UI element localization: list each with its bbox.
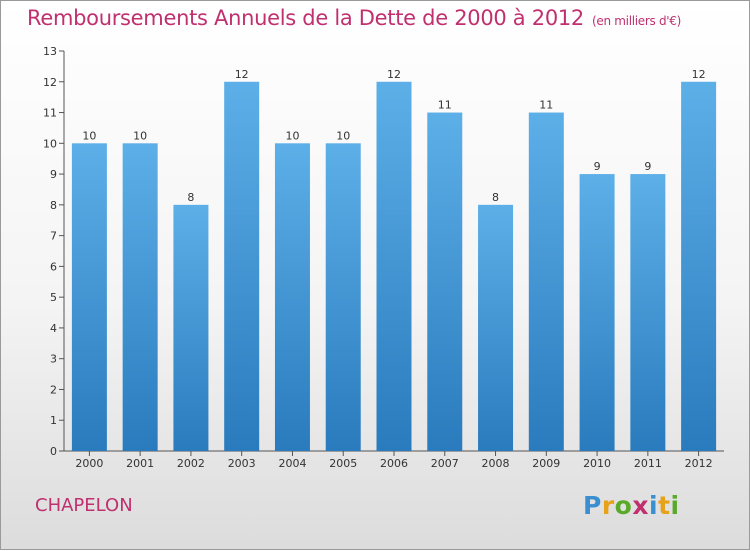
bar-2006 [376, 81, 412, 452]
x-tick-label: 2009 [532, 457, 560, 470]
y-tick-label: 2 [50, 383, 57, 396]
logo-letter: i [649, 491, 659, 520]
bar-2002 [173, 204, 209, 451]
data-label: 12 [387, 68, 401, 81]
chart-title: Remboursements Annuels de la Dette de 20… [27, 6, 681, 30]
x-tick-label: 2001 [126, 457, 154, 470]
y-tick-label: 13 [43, 45, 57, 58]
logo-letter: t [658, 491, 671, 520]
y-tick-label: 11 [43, 107, 57, 120]
y-tick-label: 9 [50, 168, 57, 181]
y-tick-label: 12 [43, 76, 57, 89]
x-tick-label: 2010 [583, 457, 611, 470]
data-label: 12 [692, 68, 706, 81]
bar-2009 [528, 112, 564, 452]
bar-2008 [478, 204, 514, 451]
logo-letter: r [601, 491, 615, 520]
x-tick-label: 2005 [329, 457, 357, 470]
data-label: 10 [336, 129, 350, 142]
x-tick-label: 2006 [380, 457, 408, 470]
data-label: 10 [285, 129, 299, 142]
bar-2007 [427, 112, 463, 452]
data-label: 11 [438, 99, 452, 112]
data-label: 9 [644, 160, 651, 173]
x-tick-label: 2008 [482, 457, 510, 470]
bar-2004 [274, 143, 310, 452]
data-label: 10 [82, 129, 96, 142]
y-tick-label: 0 [50, 445, 57, 458]
data-label: 11 [539, 99, 553, 112]
proxiti-logo: Proxiti [583, 491, 680, 520]
logo-letter: x [632, 491, 649, 520]
x-tick-label: 2012 [685, 457, 713, 470]
data-label: 12 [235, 68, 249, 81]
y-tick-label: 4 [50, 322, 57, 335]
bar-2000 [71, 143, 107, 452]
data-label: 9 [594, 160, 601, 173]
data-label: 10 [133, 129, 147, 142]
y-tick-label: 1 [50, 414, 57, 427]
logo-letter: P [583, 491, 602, 520]
bar-2012 [681, 81, 717, 452]
logo-letter: o [614, 491, 633, 520]
logo-letter: i [670, 491, 680, 520]
commune-name: CHAPELON [35, 495, 133, 516]
chart-title-text: Remboursements Annuels de la Dette de 20… [27, 6, 584, 30]
y-tick-label: 5 [50, 291, 57, 304]
x-tick-label: 2002 [177, 457, 205, 470]
x-tick-label: 2003 [228, 457, 256, 470]
bar-2010 [579, 174, 615, 452]
bar-2011 [630, 174, 666, 452]
x-tick-label: 2011 [634, 457, 662, 470]
y-tick-label: 7 [50, 230, 57, 243]
data-label: 8 [187, 191, 194, 204]
bar-2003 [224, 81, 260, 452]
x-tick-label: 2004 [278, 457, 306, 470]
chart-unit: (en milliers d'€) [592, 14, 682, 28]
y-tick-label: 10 [43, 137, 57, 150]
data-label: 8 [492, 191, 499, 204]
y-tick-label: 3 [50, 353, 57, 366]
x-tick-label: 2000 [75, 457, 103, 470]
x-tick-label: 2007 [431, 457, 459, 470]
y-tick-label: 8 [50, 199, 57, 212]
y-tick-label: 6 [50, 260, 57, 273]
bar-2001 [122, 143, 158, 452]
bar-2005 [325, 143, 361, 452]
